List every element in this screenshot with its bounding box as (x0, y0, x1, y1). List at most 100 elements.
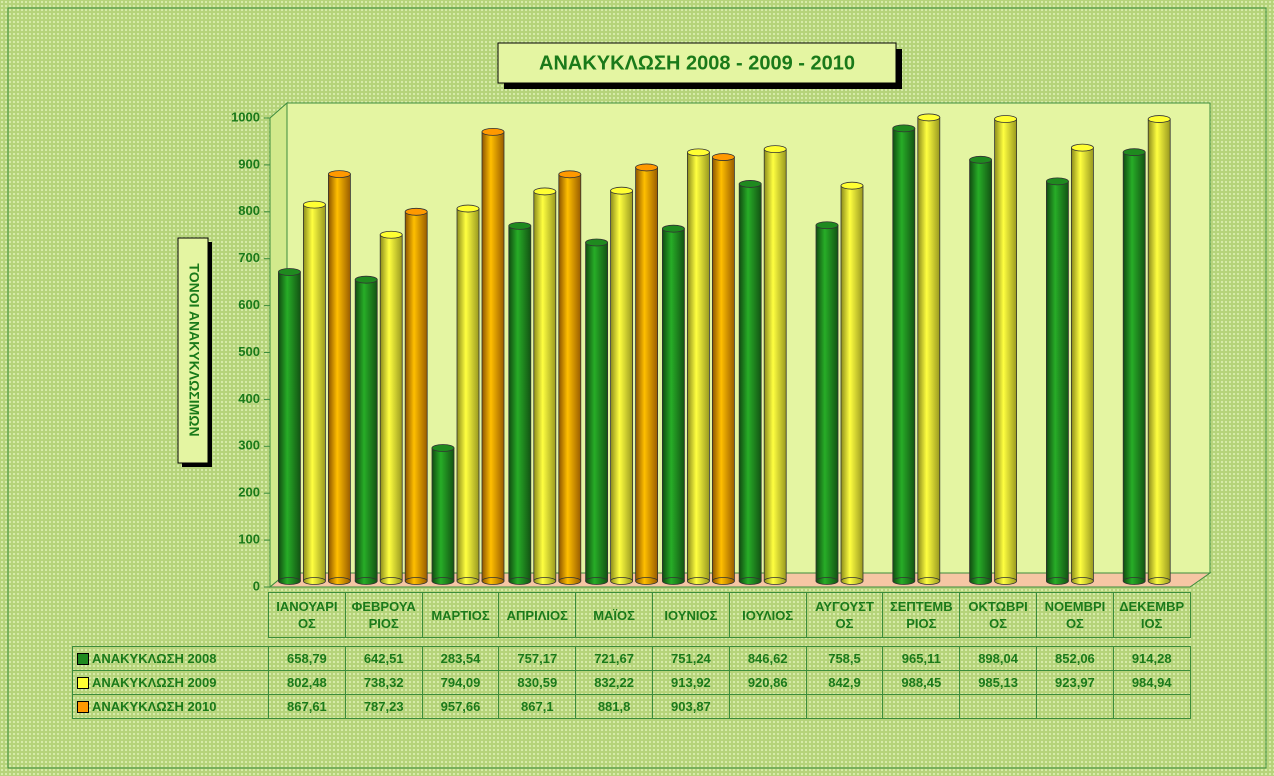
bar-base (662, 577, 685, 585)
legend-entry: ΑΝΑΚΥΚΛΩΣΗ 2008 (72, 646, 269, 671)
bar (815, 224, 839, 582)
bar (994, 118, 1017, 582)
data-label (1036, 694, 1114, 719)
x-tick-label: ΔΕΚΕΜΒΡΙΟΣ (1112, 592, 1191, 638)
bar-base (277, 577, 301, 585)
y-tick-label: 400 (238, 391, 260, 406)
x-tick-label: ΜΑΡΤΙΟΣ (421, 592, 500, 638)
bar (508, 225, 532, 582)
data-label (959, 694, 1037, 719)
bar-top (327, 170, 351, 178)
bar-top (712, 153, 735, 161)
bar (456, 208, 480, 582)
legend-entry: ΑΝΑΚΥΚΛΩΣΗ 2009 (72, 670, 269, 695)
data-label: 794,09 (421, 670, 500, 695)
bar-base (508, 577, 532, 585)
bar-top (1046, 177, 1069, 186)
legend-label: ΑΝΑΚΥΚΛΩΣΗ 2009 (92, 675, 217, 690)
bar (892, 127, 916, 582)
bar-base (1122, 577, 1146, 585)
data-label: 985,13 (959, 670, 1037, 695)
bar-top (994, 115, 1017, 123)
y-tick-label: 0 (253, 578, 260, 593)
bar-base (1071, 577, 1094, 585)
data-label (882, 694, 961, 719)
bar-base (635, 577, 658, 585)
bar (379, 234, 403, 582)
y-tick-label: 200 (238, 485, 260, 500)
bar (840, 185, 864, 582)
data-label: 802,48 (268, 670, 346, 695)
y-tick-label: 800 (238, 203, 260, 218)
x-tick-label: ΑΠΡΙΛΙΟΣ (498, 592, 577, 638)
y-tick-label: 300 (238, 438, 260, 453)
x-tick-label: ΟΚΤΩΒΡΙΟΣ (959, 592, 1037, 638)
bar (687, 151, 710, 582)
bar-top (1147, 115, 1171, 123)
bar-top (404, 207, 428, 216)
bar (969, 159, 992, 582)
chart-title: ΑΝΑΚΥΚΛΩΣΗ 2008 - 2009 - 2010 (539, 52, 855, 74)
legend-entry: ΑΝΑΚΥΚΛΩΣΗ 2010 (72, 694, 269, 719)
bar-base (431, 577, 455, 585)
data-label: 830,59 (498, 670, 577, 695)
bar (763, 148, 787, 582)
data-label: 984,94 (1112, 670, 1191, 695)
bar-base (558, 577, 582, 585)
data-label: 721,67 (575, 646, 653, 671)
bar-top (533, 187, 557, 196)
x-tick-label: ΦΕΒΡΟΥΑΡΙΟΣ (344, 592, 423, 638)
bar (1046, 180, 1069, 582)
bar-top (840, 181, 864, 190)
y-tick-label: 1000 (231, 109, 260, 124)
data-label (1112, 694, 1191, 719)
bar (635, 167, 658, 582)
bar-base (892, 577, 916, 585)
data-label: 867,61 (268, 694, 346, 719)
data-label: 758,5 (805, 646, 884, 671)
legend-swatch (77, 700, 89, 713)
data-label: 658,79 (268, 646, 346, 671)
bar-top (481, 127, 505, 136)
bar-top (354, 275, 378, 284)
bar-top (431, 444, 455, 452)
bar-top (635, 163, 658, 172)
bar-top (662, 224, 685, 233)
bar-base (585, 577, 608, 585)
bar-top (558, 170, 582, 179)
bar-top (610, 186, 633, 195)
bar-top (277, 268, 301, 276)
bar (302, 204, 326, 582)
bar-base (815, 577, 839, 585)
bar-top (379, 230, 403, 239)
data-label: 965,11 (882, 646, 961, 671)
x-tick-label: ΙΟΥΛΙΟΣ (728, 592, 807, 638)
bar-top (763, 145, 787, 154)
y-tick-label: 500 (238, 344, 260, 359)
bar-base (302, 577, 326, 585)
bar-base (687, 577, 710, 585)
bar (481, 131, 505, 582)
bar (354, 279, 378, 582)
x-tick-label: ΝΟΕΜΒΡΙΟΣ (1036, 592, 1114, 638)
bar-base (610, 577, 633, 585)
bar-top (687, 148, 710, 157)
data-label: 867,1 (498, 694, 577, 719)
bar (917, 117, 941, 582)
data-label: 842,9 (805, 670, 884, 695)
bar (277, 271, 301, 582)
bar-base (1046, 577, 1069, 585)
title-box (497, 42, 897, 84)
x-tick-label: ΜΑΪΟΣ (575, 592, 653, 638)
data-label: 852,06 (1036, 646, 1114, 671)
bar-base (533, 577, 557, 585)
bar-base (379, 577, 403, 585)
bar-base (354, 577, 378, 585)
legend-label: ΑΝΑΚΥΚΛΩΣΗ 2010 (92, 699, 217, 714)
data-label: 738,32 (344, 670, 423, 695)
data-label: 914,28 (1112, 646, 1191, 671)
bar-top (585, 238, 608, 247)
y-tick-label: 700 (238, 250, 260, 265)
bar-top (738, 180, 762, 188)
